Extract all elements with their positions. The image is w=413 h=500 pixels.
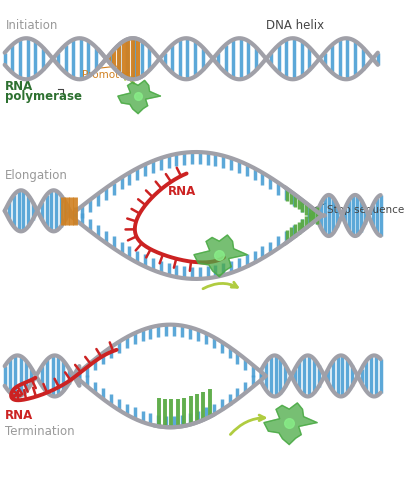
Text: RNA: RNA [5,408,33,422]
Polygon shape [118,80,161,114]
Text: Initiation: Initiation [6,18,58,32]
Text: Elongation: Elongation [5,169,68,182]
Polygon shape [264,403,317,444]
Polygon shape [194,235,247,277]
Text: DNA helix: DNA helix [266,18,324,32]
Text: Termination: Termination [5,426,74,438]
Text: RNA: RNA [5,80,33,93]
Text: polymerase: polymerase [5,90,82,104]
Text: RNA: RNA [168,184,196,198]
Text: Stop sequence: Stop sequence [327,205,404,215]
Text: Promoter: Promoter [82,70,130,80]
